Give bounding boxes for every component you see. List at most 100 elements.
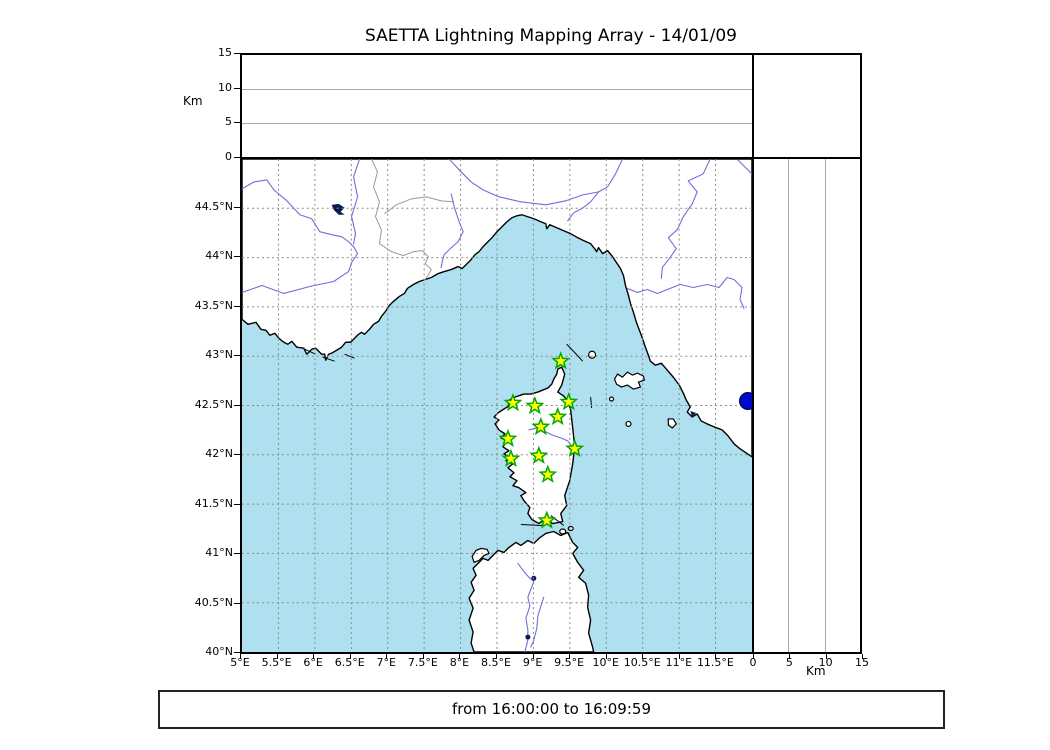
river-var bbox=[440, 193, 464, 269]
altitude-gridline-10km bbox=[824, 159, 826, 652]
lon-tick-mark bbox=[240, 654, 241, 659]
lon-tick-mark bbox=[532, 654, 534, 659]
altitude-tick-label-right: 5 bbox=[785, 656, 793, 669]
island-montecristo bbox=[625, 420, 632, 428]
lon-tick-label: 10°E bbox=[592, 656, 619, 669]
lon-tick-mark bbox=[313, 654, 315, 659]
island-elba bbox=[613, 371, 646, 390]
altitude-tick-mark-top bbox=[234, 87, 240, 89]
map-data-layer bbox=[498, 351, 752, 529]
lon-tick-label: 7°E bbox=[376, 656, 396, 669]
station-star bbox=[531, 416, 551, 436]
altitude-gridline-5km bbox=[788, 159, 790, 652]
map-panel bbox=[240, 157, 754, 654]
lon-tick-mark bbox=[496, 654, 497, 659]
border-france-italy bbox=[371, 159, 432, 281]
river-arno bbox=[626, 276, 745, 309]
station-star bbox=[537, 510, 557, 529]
station-star bbox=[525, 395, 545, 415]
station-star bbox=[548, 406, 568, 426]
lon-tick-label: 8.5°E bbox=[481, 656, 511, 669]
lat-tick-mark bbox=[234, 256, 240, 257]
lat-tick-mark bbox=[234, 652, 240, 653]
lon-tick-label: 11.5°E bbox=[696, 656, 734, 669]
lat-tick-mark bbox=[234, 553, 240, 554]
station-star bbox=[565, 438, 585, 458]
altitude-tick-mark-right bbox=[862, 654, 863, 659]
river-top-right bbox=[737, 159, 752, 175]
lat-tick-label: 42.5°N bbox=[194, 397, 233, 411]
lon-tick-label: 6.5°E bbox=[334, 656, 365, 669]
station-star bbox=[538, 464, 558, 483]
lat-tick-label: 42°N bbox=[205, 447, 233, 460]
altitude-axis-unit-top: Km bbox=[183, 94, 203, 108]
station-star bbox=[551, 351, 571, 370]
lat-tick-label: 41.5°N bbox=[194, 496, 233, 510]
lat-tick-label: 40.5°N bbox=[194, 595, 233, 609]
altitude-tick-mark-top bbox=[234, 157, 240, 158]
island-pianosa bbox=[608, 396, 615, 402]
station-star bbox=[501, 448, 521, 467]
lon-tick-label: 11°E bbox=[665, 656, 693, 669]
lon-tick-label: 10.5°E bbox=[623, 656, 661, 669]
altitude-tick-label-right: 0 bbox=[749, 656, 757, 669]
lon-tick-mark bbox=[386, 654, 388, 659]
station-star bbox=[559, 391, 579, 411]
lon-tick-label: 6°E bbox=[303, 656, 323, 669]
river-apennine bbox=[660, 159, 711, 280]
altitude-gridline-5km bbox=[242, 123, 752, 125]
corner-panel bbox=[752, 53, 862, 159]
altitude-tick-label-top: 5 bbox=[225, 115, 232, 129]
lon-tick-mark bbox=[569, 654, 571, 659]
islands-hyeres bbox=[304, 348, 355, 362]
lat-tick-mark bbox=[234, 355, 240, 356]
island-maddalena-2 bbox=[567, 525, 574, 532]
altitude-axis-unit-right: Km bbox=[806, 664, 826, 678]
map-canvas bbox=[242, 159, 752, 652]
lon-tick-label: 5.5°E bbox=[261, 656, 292, 669]
border-fork bbox=[384, 196, 455, 215]
page-title: SAETTA Lightning Mapping Array - 14/01/0… bbox=[365, 26, 737, 46]
island-capraia bbox=[588, 350, 597, 359]
lake-serre-poncon bbox=[331, 203, 345, 215]
lat-tick-mark bbox=[234, 305, 240, 307]
lon-tick-mark bbox=[605, 654, 607, 659]
lon-tick-mark bbox=[422, 654, 424, 659]
lon-tick-label: 9°E bbox=[522, 656, 543, 669]
detection-dot bbox=[739, 392, 752, 410]
altitude-tick-label-top: 15 bbox=[218, 46, 232, 59]
lat-tick-label: 43°N bbox=[205, 348, 233, 361]
altitude-tick-label-top: 0 bbox=[225, 150, 232, 163]
coast-fragment-tuscan bbox=[590, 396, 593, 409]
lon-tick-mark bbox=[715, 654, 717, 659]
altitude-tick-mark-top bbox=[234, 53, 240, 54]
altitude-tick-label-top: 10 bbox=[218, 80, 232, 94]
lon-tick-label: 7.5°E bbox=[407, 656, 438, 669]
island-asinara bbox=[471, 547, 490, 564]
lat-tick-mark bbox=[234, 454, 240, 455]
lon-tick-mark bbox=[642, 654, 644, 659]
altitude-tick-mark-right bbox=[789, 654, 791, 659]
lon-tick-mark bbox=[349, 654, 351, 659]
river-po bbox=[448, 159, 624, 206]
altitude-tick-label-right: 15 bbox=[855, 656, 869, 669]
river-sardinia-2 bbox=[530, 596, 545, 648]
coastline-continent bbox=[242, 159, 752, 458]
coastline-sardinia bbox=[468, 530, 595, 652]
altitude-tick-mark-right bbox=[825, 654, 827, 659]
lat-tick-mark bbox=[234, 404, 240, 406]
river-sardinia-1 bbox=[517, 562, 535, 652]
lat-tick-mark bbox=[234, 602, 240, 604]
lon-tick-label: 5°E bbox=[230, 656, 250, 669]
river-durance bbox=[242, 179, 359, 295]
altitude-tick-mark-top bbox=[234, 122, 240, 124]
lon-tick-label: 9.5°E bbox=[554, 656, 585, 669]
island-giglio bbox=[667, 418, 678, 429]
coast-fragment-bonifacio-1 bbox=[550, 515, 565, 526]
lat-tick-label: 44°N bbox=[205, 249, 233, 262]
lon-tick-mark bbox=[678, 654, 680, 659]
lon-tick-mark bbox=[276, 654, 278, 659]
lat-tick-label: 43.5°N bbox=[194, 298, 233, 312]
station-star bbox=[503, 392, 523, 412]
